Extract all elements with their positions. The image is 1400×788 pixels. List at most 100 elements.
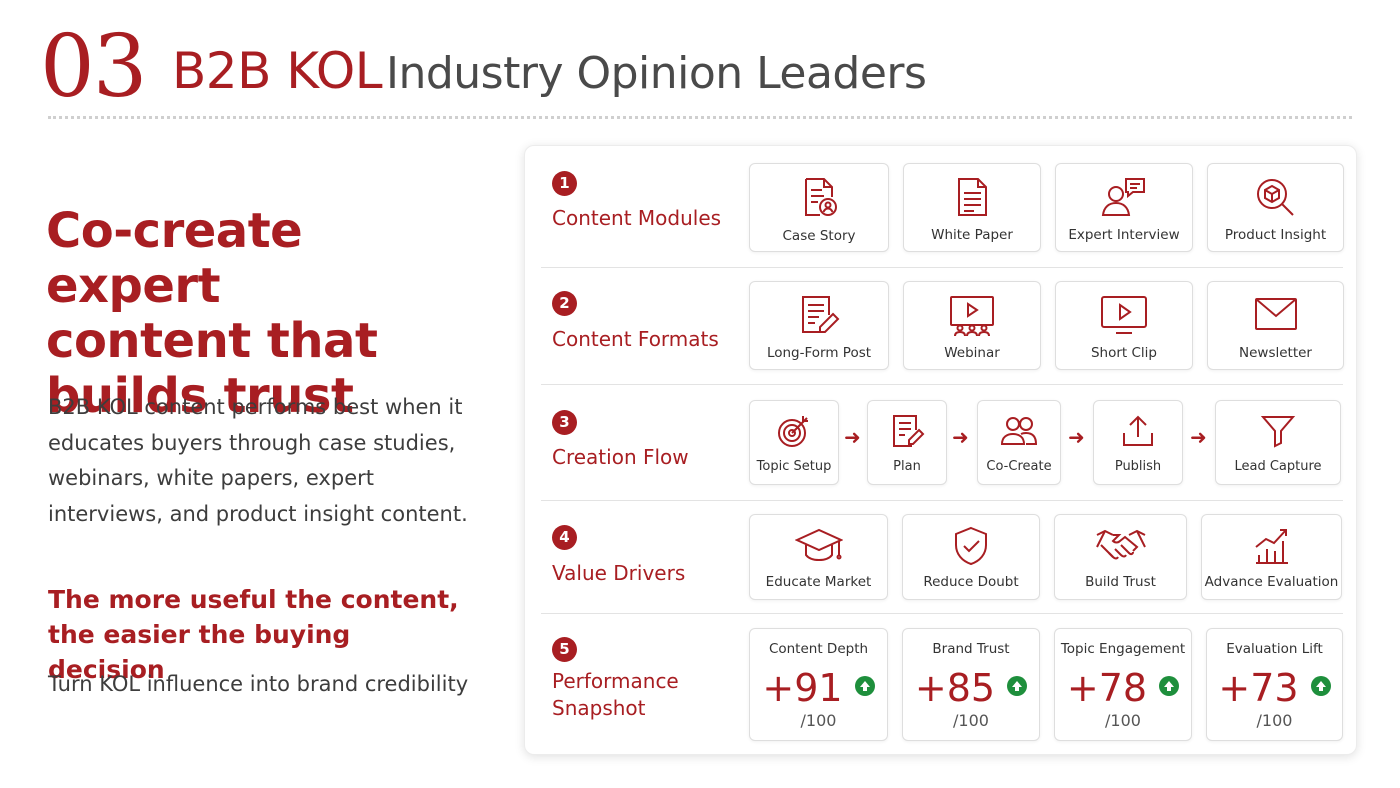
row-title-creation-flow: Creation Flow: [552, 445, 689, 469]
card-label: Case Story: [782, 228, 856, 244]
plan-icon: [893, 415, 925, 447]
card-label: Long-Form Post: [766, 345, 872, 361]
card-case-story[interactable]: Case Story: [749, 163, 889, 252]
row-title-value-drivers: Value Drivers: [552, 561, 686, 585]
card-plan[interactable]: Plan: [867, 400, 947, 485]
metric-title: Brand Trust: [932, 641, 1010, 657]
metric-value-row: +73: [1207, 663, 1342, 710]
growth-chart-icon: [1254, 529, 1288, 564]
upload-icon: [1123, 415, 1153, 446]
card-label: Build Trust: [1085, 574, 1156, 590]
handshake-icon: [1095, 529, 1146, 560]
card-product-insight[interactable]: Product Insight: [1207, 163, 1344, 252]
card-short-clip[interactable]: Short Clip: [1055, 281, 1193, 370]
flow-arrow-icon: ➜: [844, 425, 861, 449]
short-clip-icon: [1101, 296, 1147, 334]
funnel-icon: [1260, 416, 1296, 448]
row-title-performance-snapshot: Performance Snapshot: [552, 669, 679, 720]
sub-headline-line: The more useful the content,: [48, 585, 459, 614]
metric-denominator: /100: [953, 711, 989, 730]
white-paper-icon: [958, 178, 987, 216]
card-label: Plan: [893, 459, 921, 474]
card-label: Expert Interview: [1068, 227, 1180, 243]
metric-card-brand-trust: Brand Trust +85 /100: [902, 628, 1040, 741]
card-label: Educate Market: [765, 574, 872, 590]
card-label: Publish: [1114, 459, 1162, 474]
row-divider: [541, 267, 1343, 268]
card-label: Lead Capture: [1234, 459, 1322, 474]
card-label: Newsletter: [1239, 345, 1312, 361]
metric-value: +78: [1066, 665, 1148, 710]
metric-value: +91: [762, 665, 843, 710]
card-build-trust[interactable]: Build Trust: [1054, 514, 1187, 600]
target-icon: [778, 416, 808, 447]
metric-title: Content Depth: [768, 641, 869, 657]
lead-line: Co-create expert: [46, 203, 303, 314]
step-badge: 3: [552, 410, 577, 435]
section-number: 03: [40, 17, 147, 117]
card-long-form-post[interactable]: Long-Form Post: [749, 281, 889, 370]
newsletter-icon: [1254, 298, 1297, 330]
expert-interview-icon: [1101, 178, 1145, 216]
card-newsletter[interactable]: Newsletter: [1207, 281, 1344, 370]
card-label: Topic Setup: [756, 459, 832, 474]
lead-line: content that: [46, 313, 378, 369]
up-arrow-icon: [854, 675, 875, 696]
up-arrow-icon: [1159, 675, 1180, 696]
case-story-icon: [805, 178, 837, 216]
row-divider: [541, 500, 1343, 501]
shield-check-icon: [955, 526, 987, 566]
section-subtitle: Industry Opinion Leaders: [386, 48, 927, 99]
up-arrow-icon: [1007, 675, 1028, 696]
card-expert-interview[interactable]: Expert Interview: [1055, 163, 1193, 252]
card-educate-market[interactable]: Educate Market: [749, 514, 888, 600]
row-divider: [541, 613, 1343, 614]
flow-arrow-icon: ➜: [952, 425, 969, 449]
tagline: Turn KOL influence into brand credibilit…: [48, 672, 469, 696]
product-insight-icon: [1256, 179, 1294, 216]
card-reduce-doubt[interactable]: Reduce Doubt: [902, 514, 1040, 600]
metric-card-evaluation-lift: Evaluation Lift +73 /100: [1206, 628, 1343, 741]
metric-value: +73: [1218, 665, 1299, 710]
framework-panel: 1 Content Modules Case Story White Paper…: [524, 145, 1357, 755]
metric-denominator: /100: [1105, 711, 1141, 730]
metric-card-content-depth: Content Depth +91 /100: [749, 628, 888, 741]
people-icon: [1000, 417, 1038, 445]
metric-title: Evaluation Lift: [1226, 641, 1323, 657]
metric-title: Topic Engagement: [1060, 641, 1186, 657]
lead-headline: Co-create expert content that builds tru…: [46, 204, 466, 424]
metric-value: +85: [914, 665, 996, 710]
card-topic-setup[interactable]: Topic Setup: [749, 400, 839, 485]
card-white-paper[interactable]: White Paper: [903, 163, 1041, 252]
card-label: Co-Create: [986, 459, 1052, 474]
sub-headline: The more useful the content, the easier …: [48, 582, 468, 687]
metric-card-topic-engagement: Topic Engagement +78 /100: [1054, 628, 1192, 741]
card-webinar[interactable]: Webinar: [903, 281, 1041, 370]
card-label: Reduce Doubt: [923, 574, 1019, 590]
card-label: White Paper: [931, 227, 1013, 243]
card-co-create[interactable]: Co-Create: [977, 400, 1061, 485]
card-lead-capture[interactable]: Lead Capture: [1215, 400, 1341, 485]
step-badge: 1: [552, 171, 577, 196]
metric-value-row: +91: [750, 663, 887, 710]
lead-line: builds trust: [46, 368, 354, 424]
header-divider: [48, 116, 1352, 119]
sub-headline-line: the easier the buying decision: [48, 620, 351, 684]
up-arrow-icon: [1310, 675, 1331, 696]
metric-denominator: /100: [1256, 711, 1293, 730]
graduation-cap-icon: [794, 528, 843, 562]
row-title-content-modules: Content Modules: [552, 206, 722, 230]
card-label: Product Insight: [1224, 227, 1327, 243]
metric-value-row: +78: [1055, 663, 1191, 710]
body-paragraph: B2B KOL content performs best when it ed…: [48, 395, 468, 526]
card-publish[interactable]: Publish: [1093, 400, 1183, 485]
card-advance-evaluation[interactable]: Advance Evaluation: [1201, 514, 1342, 600]
step-badge: 2: [552, 291, 577, 316]
section-title: B2B KOL: [172, 42, 383, 100]
webinar-icon: [950, 296, 994, 337]
card-label: Webinar: [944, 345, 1000, 361]
step-badge: 4: [552, 525, 577, 550]
metric-denominator: /100: [800, 711, 837, 730]
metric-value-row: +85: [903, 663, 1039, 710]
flow-arrow-icon: ➜: [1190, 425, 1207, 449]
